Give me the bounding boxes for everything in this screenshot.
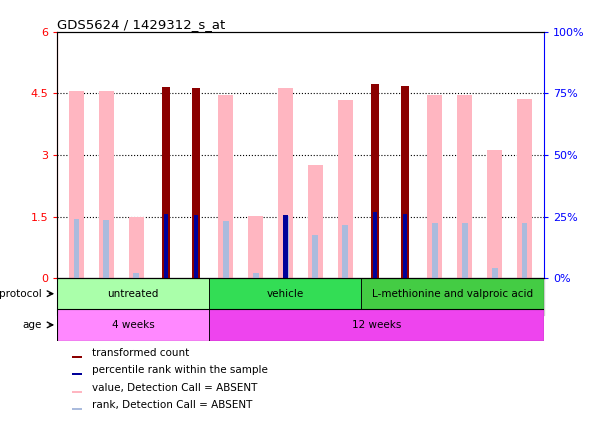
Bar [72, 390, 82, 393]
Bar [371, 84, 379, 278]
Bar [401, 86, 409, 278]
Bar [218, 95, 233, 278]
Text: GDS5624 / 1429312_s_at: GDS5624 / 1429312_s_at [57, 18, 225, 30]
Bar [209, 278, 361, 309]
Bar [487, 150, 502, 278]
Bar [129, 217, 144, 278]
Bar [223, 221, 229, 278]
Bar [72, 356, 82, 358]
Bar [343, 225, 349, 278]
Bar [403, 214, 407, 278]
Bar [517, 99, 532, 278]
Bar [248, 216, 263, 278]
Bar [522, 223, 528, 278]
Bar [194, 215, 198, 278]
Text: transformed count: transformed count [92, 348, 189, 358]
Text: untreated: untreated [108, 288, 159, 299]
Bar [133, 273, 139, 278]
Bar [373, 212, 377, 278]
Text: age: age [22, 320, 42, 330]
Bar [57, 278, 209, 309]
Bar [72, 373, 82, 375]
Bar [99, 91, 114, 278]
Bar [57, 309, 209, 341]
Bar [278, 88, 293, 278]
Bar [284, 215, 288, 278]
Bar [432, 222, 438, 278]
Bar [282, 216, 288, 278]
Bar [492, 268, 498, 278]
Bar [361, 278, 544, 309]
Bar [462, 223, 468, 278]
Text: vehicle: vehicle [267, 288, 304, 299]
Bar [252, 273, 258, 278]
Bar [427, 95, 442, 278]
Bar [103, 220, 109, 278]
Bar [73, 219, 79, 278]
Bar [338, 100, 353, 278]
Text: 4 weeks: 4 weeks [112, 320, 154, 330]
Bar [162, 87, 170, 278]
Bar [308, 165, 323, 278]
Text: 12 weeks: 12 weeks [352, 320, 401, 330]
Bar [313, 235, 319, 278]
Bar [164, 214, 168, 278]
Bar [69, 91, 84, 278]
Bar [457, 95, 472, 278]
Text: value, Detection Call = ABSENT: value, Detection Call = ABSENT [92, 383, 257, 393]
Text: percentile rank within the sample: percentile rank within the sample [92, 365, 268, 375]
Text: L-methionine and valproic acid: L-methionine and valproic acid [372, 288, 533, 299]
Bar [192, 88, 200, 278]
Text: rank, Detection Call = ABSENT: rank, Detection Call = ABSENT [92, 400, 252, 410]
Bar [209, 309, 544, 341]
Bar [72, 408, 82, 410]
Text: protocol: protocol [0, 288, 42, 299]
